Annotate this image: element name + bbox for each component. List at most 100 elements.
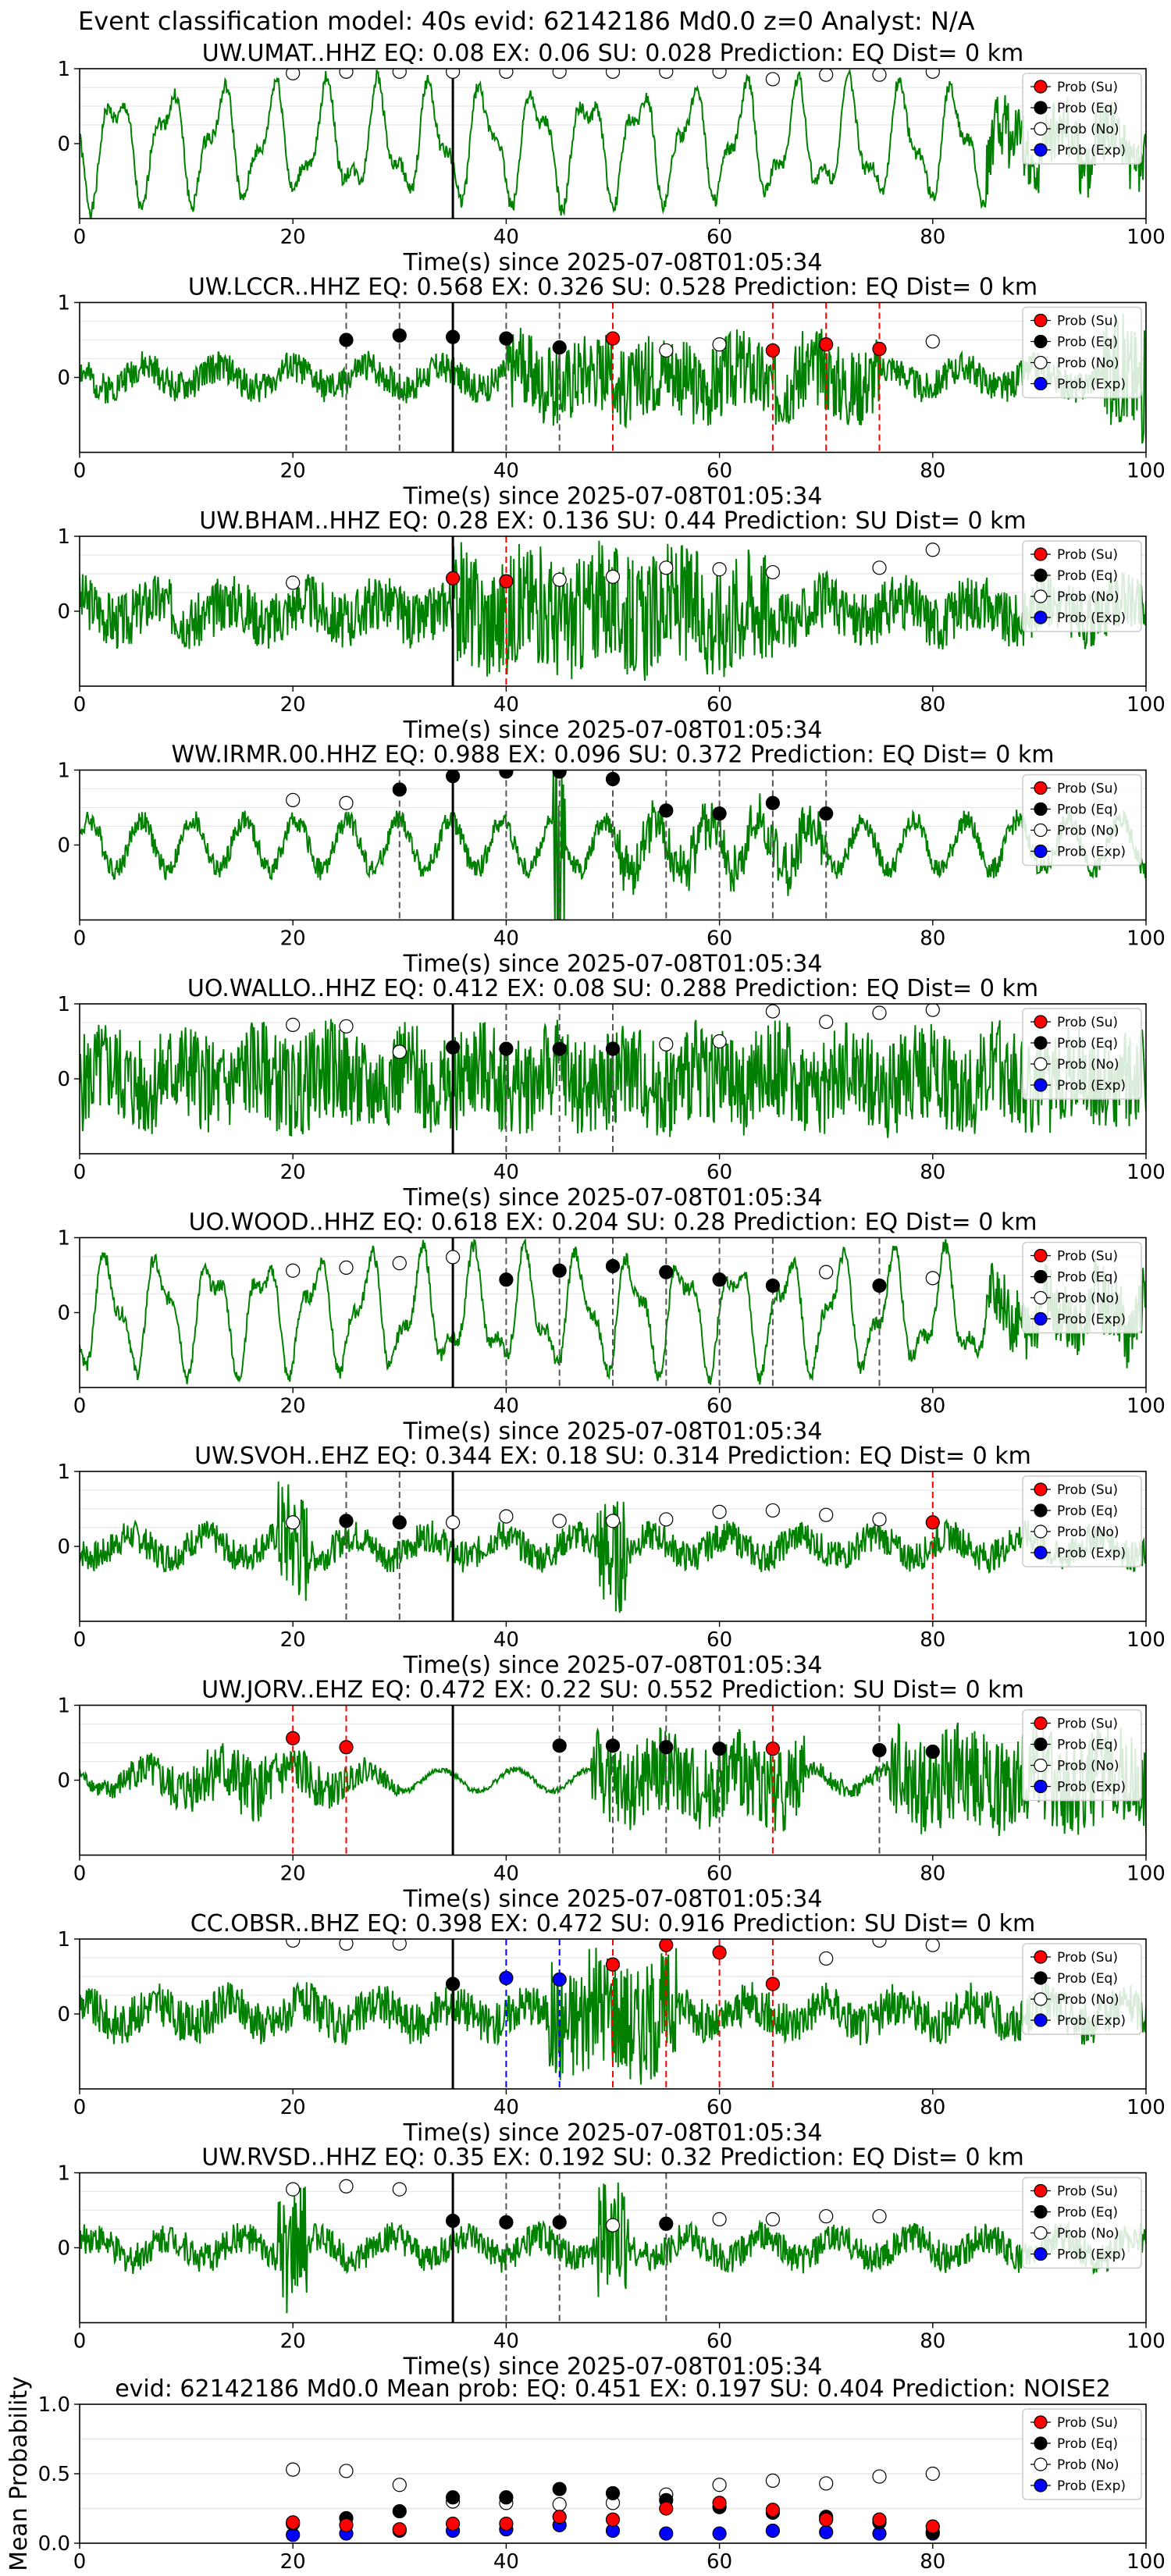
legend-marker-su [1034,1716,1048,1731]
marker-su-1 [659,1939,674,1952]
legend-marker-exp [1034,1311,1048,1326]
legend-label-eq: Prob (Eq) [1057,2205,1118,2221]
x-tick-label-0: 0 [73,226,87,249]
legend-marker-exp [1034,610,1048,624]
marker-no-0 [286,575,301,590]
marker-no-2 [392,1044,407,1059]
legend-label-no: Prob (No) [1057,122,1119,137]
x-tick-label-2: 40 [493,226,519,249]
x-tick-label-2: 40 [493,2096,519,2119]
marker-no-0 [286,1263,301,1278]
marker-no-8 [712,2478,727,2492]
legend-marker-exp [1034,1078,1048,1092]
legend-marker-su [1034,1248,1048,1263]
marker-eq-6 [712,806,727,821]
legend-label-eq: Prob (Eq) [1057,335,1118,350]
legend-label-exp: Prob (Exp) [1057,1780,1126,1795]
x-axis-label: Time(s) since 2025-07-08T01:05:34 [403,483,823,511]
marker-no-6 [819,2209,834,2224]
legend-label-exp: Prob (Exp) [1057,2013,1126,2029]
marker-eq-2 [552,1041,567,1056]
x-axis-label: Time(s) since 2025-07-08T01:05:34 [403,1184,823,1212]
marker-no-4 [872,1939,887,1948]
legend-marker-exp [1034,143,1048,157]
x-axis-label: Time(s) since 2025-07-08T01:05:34 [403,2119,823,2147]
panel-title: UO.WOOD..HHZ EQ: 0.618 EX: 0.204 SU: 0.2… [189,1209,1038,1236]
x-tick-label-3: 60 [707,1628,732,1652]
marker-no-8 [819,1507,834,1522]
marker-eq-2 [499,770,514,779]
marker-no-5 [765,2211,781,2227]
marker-eq-0 [445,1976,461,1991]
legend-frame [1022,2176,1142,2269]
legend-label-su: Prob (Su) [1057,2184,1118,2200]
x-axis-label: Time(s) since 2025-07-08T01:05:34 [403,951,823,978]
marker-su-6 [605,2512,621,2527]
legend-frame [1022,306,1142,399]
plot-area [80,1939,1146,2089]
y-tick-label-0: 0 [57,600,70,624]
marker-no-0 [286,2462,301,2477]
legend-marker-exp [1034,2013,1048,2027]
legend-marker-su [1034,1015,1048,1029]
legend-label-exp: Prob (Exp) [1057,143,1126,158]
legend-marker-eq [1034,334,1048,349]
marker-no-1 [712,337,727,352]
marker-no-0 [286,1017,301,1032]
marker-eq-1 [499,2215,514,2229]
marker-exp-0 [499,1970,514,1986]
marker-no-3 [659,1037,674,1051]
legend-label-no: Prob (No) [1057,589,1119,605]
panel-7: UW.SVOH..EHZ EQ: 0.344 EX: 0.18 SU: 0.31… [57,1443,1165,1679]
legend-marker-su [1034,2183,1048,2198]
y-tick-label-0: 0 [57,2237,70,2261]
marker-no-7 [872,1005,887,1020]
legend-marker-no [1034,122,1048,136]
x-axis-label: Time(s) since 2025-07-08T01:05:34 [403,717,823,744]
waveform-trace [80,1019,1146,1138]
marker-no-5 [552,2497,567,2512]
y-tick-label-1: 1 [57,1695,70,1718]
y-tick-label-0: 0 [57,367,70,390]
x-tick-label-3: 60 [707,1863,732,1886]
x-tick-label-1: 20 [280,1628,306,1652]
marker-su-10 [819,2512,834,2527]
marker-no-9 [872,1512,887,1527]
marker-no-1 [552,572,567,587]
legend-frame [1022,774,1142,866]
legend-label-su: Prob (Su) [1057,781,1118,797]
legend-marker-no [1034,1525,1048,1539]
marker-eq-3 [659,1265,674,1279]
panel-title: UW.JORV..EHZ EQ: 0.472 EX: 0.22 SU: 0.55… [201,1677,1024,1704]
legend: Prob (Su) Prob (Eq) Prob (No) Prob (Exp) [1022,2408,1142,2500]
legend-marker-exp [1034,2478,1048,2492]
legend-marker-eq [1034,2436,1048,2450]
panel-10: UW.RVSD..HHZ EQ: 0.35 EX: 0.192 SU: 0.32… [57,2144,1165,2381]
y-tick-label-1: 1 [57,1928,70,1952]
marker-no-1 [339,69,354,79]
marker-su-2 [765,1742,781,1756]
legend-label-no: Prob (No) [1057,2226,1119,2242]
x-axis-label: Time(s) since 2025-07-08T01:05:34 [403,1886,823,1913]
legend-marker-exp [1034,1546,1048,1560]
marker-eq-3 [552,770,567,779]
x-tick-label-0: 0 [73,1161,87,1184]
legend-marker-su [1034,313,1048,328]
marker-no-0 [659,343,674,358]
marker-eq-6 [605,2485,621,2501]
plot-area [80,1471,1146,1621]
y-axis-label: Mean Probability [5,2376,33,2571]
x-axis-label: Time(s) since 2025-07-08T01:05:34 [403,1418,823,1446]
marker-no-4 [712,2211,727,2227]
marker-exp-1 [552,1972,567,1987]
legend-label-no: Prob (No) [1057,1291,1119,1307]
x-tick-label-5: 100 [1127,2096,1166,2119]
legend-marker-eq [1034,1269,1048,1284]
x-tick-label-3: 60 [707,460,732,483]
marker-eq-1 [499,1041,514,1056]
legend-marker-no [1034,823,1048,838]
y-tick-label-0: 0.0 [38,2532,70,2556]
marker-no-3 [819,1951,834,1966]
marker-no-10 [819,2476,834,2491]
